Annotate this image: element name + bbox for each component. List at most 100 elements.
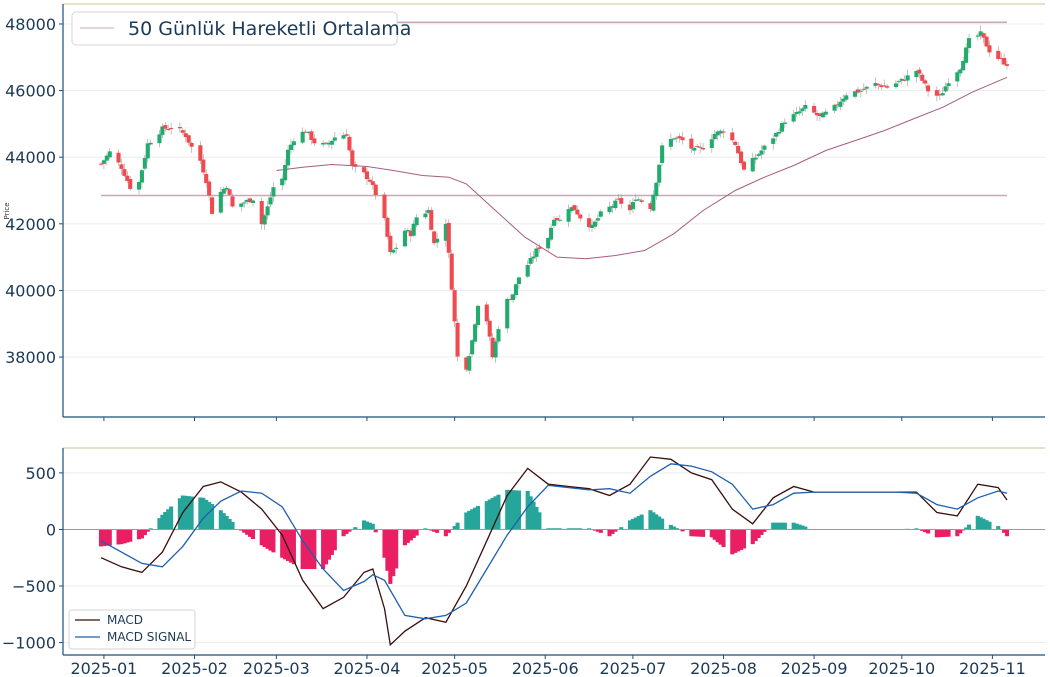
- histogram-bar-negative: [321, 529, 326, 570]
- candle-up: [718, 130, 723, 134]
- candle-up: [283, 165, 288, 181]
- histogram-bar-negative: [391, 529, 396, 577]
- candle-down: [812, 105, 817, 113]
- candle-down: [648, 203, 653, 210]
- candle-up: [513, 284, 519, 296]
- candle-up: [549, 227, 554, 240]
- candle-up: [271, 187, 276, 197]
- histogram-bar-positive: [774, 522, 779, 530]
- histogram-bar-negative: [323, 529, 329, 565]
- histogram-bar-positive: [633, 517, 638, 530]
- candle-up: [800, 108, 805, 112]
- x-tick-label: 2025-01: [70, 659, 137, 677]
- histogram-bar-positive: [528, 496, 533, 530]
- histogram-bar-negative: [271, 529, 276, 553]
- histogram-bar-positive: [657, 516, 662, 530]
- histogram-bar-negative: [739, 529, 744, 550]
- candle-up: [838, 101, 843, 107]
- candle-up: [940, 93, 945, 96]
- candle-up: [864, 86, 869, 89]
- histogram-bar-negative: [680, 529, 685, 532]
- histogram-bar-negative: [595, 529, 600, 532]
- histogram-bar-positive: [779, 522, 785, 530]
- histogram-bar-positive: [587, 528, 592, 530]
- candle-up: [475, 305, 481, 325]
- histogram-bar-positive: [771, 522, 776, 530]
- candle-down: [122, 169, 127, 176]
- x-tick-label: 2025-04: [334, 659, 401, 677]
- histogram-bar-negative: [753, 529, 758, 542]
- candle-down: [996, 50, 1001, 59]
- candle-up: [326, 142, 332, 145]
- histogram-bar-positive: [549, 528, 554, 530]
- price-y-tick-label: 48000: [5, 15, 56, 34]
- histogram-bar-positive: [648, 510, 653, 530]
- histogram-bar-negative: [300, 529, 305, 570]
- histogram-bar-negative: [245, 529, 250, 535]
- candle-down: [201, 159, 206, 173]
- candle-down: [917, 69, 922, 74]
- x-tick-label: 2025-11: [959, 659, 1026, 677]
- candle-up: [958, 69, 963, 74]
- candle-down: [999, 57, 1004, 59]
- candle-down: [575, 209, 580, 215]
- histogram-bar-negative: [958, 529, 963, 534]
- histogram-bar-positive: [452, 526, 457, 530]
- candle-down: [627, 204, 633, 211]
- candle-up: [893, 83, 898, 88]
- candle-up: [239, 203, 244, 207]
- x-tick-label: 2025-09: [781, 659, 848, 677]
- histogram-bar-positive: [227, 518, 232, 530]
- histogram-bar-negative: [698, 529, 703, 537]
- candle-up: [288, 144, 294, 150]
- x-tick-label: 2025-06: [512, 659, 579, 677]
- candle-down: [449, 253, 454, 290]
- price-legend-box: [71, 11, 398, 46]
- histogram-bar-negative: [145, 529, 150, 532]
- histogram-bar-positive: [496, 494, 501, 530]
- histogram-bar-negative: [116, 529, 121, 545]
- candle-up: [341, 135, 346, 139]
- candle-up: [698, 146, 703, 148]
- histogram-bar-positive: [210, 503, 215, 530]
- histogram-bar-positive: [551, 528, 557, 530]
- candle-down: [408, 230, 413, 237]
- histogram-bar-positive: [207, 501, 212, 530]
- histogram-bar-negative: [344, 529, 349, 534]
- histogram-bar-negative: [689, 529, 694, 537]
- histogram-bar-positive: [148, 528, 153, 530]
- histogram-bar-positive: [157, 518, 162, 530]
- candle-up: [823, 111, 828, 115]
- candle-down: [677, 136, 682, 139]
- candle-up: [964, 47, 969, 63]
- histogram-bar-positive: [224, 516, 229, 530]
- candle-up: [402, 230, 407, 247]
- candle-down: [701, 147, 706, 150]
- histogram-bar-negative: [142, 529, 147, 536]
- histogram-bar-positive: [367, 522, 372, 530]
- candle-down: [189, 142, 194, 147]
- candle-up: [411, 223, 416, 236]
- candle-down: [902, 79, 907, 81]
- histogram-bar-positive: [487, 499, 492, 530]
- candle-down: [364, 171, 369, 180]
- histogram-bar-positive: [964, 527, 969, 530]
- candle-down: [388, 235, 393, 253]
- histogram-bar-positive: [572, 528, 577, 530]
- candle-down: [207, 181, 212, 196]
- macd-y-ticks: −1000 −500 0 500: [2, 464, 63, 653]
- price-legend-label: 50 Günlük Hareketli Ortalama: [128, 18, 411, 40]
- candle-up: [782, 122, 787, 124]
- histogram-bar-positive: [575, 528, 580, 530]
- candle-up: [975, 35, 980, 37]
- histogram-bar-negative: [402, 529, 407, 546]
- candle-down: [578, 214, 583, 219]
- histogram-bar-positive: [803, 526, 808, 530]
- macd-legend: MACD MACD SIGNAL: [68, 609, 196, 650]
- candle-down: [259, 201, 264, 225]
- histogram-bar-negative: [98, 529, 104, 547]
- candle-down: [98, 163, 104, 165]
- candle-up: [660, 145, 665, 163]
- candle-up: [776, 131, 782, 134]
